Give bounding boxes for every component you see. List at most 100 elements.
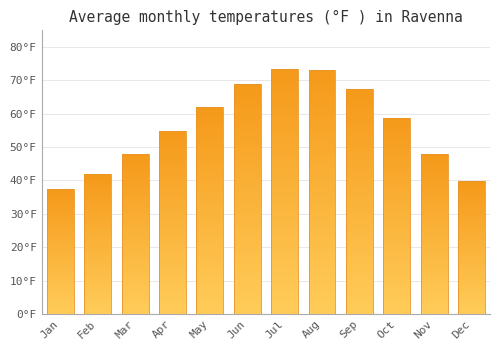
Bar	[458, 232, 485, 233]
Bar	[234, 206, 260, 208]
Bar	[420, 276, 448, 277]
Bar	[47, 283, 74, 284]
Bar	[47, 194, 74, 195]
Bar	[420, 293, 448, 295]
Bar	[159, 138, 186, 140]
Bar	[420, 205, 448, 207]
Bar	[271, 265, 298, 267]
Bar	[346, 251, 373, 253]
Bar	[159, 186, 186, 188]
Bar	[420, 209, 448, 210]
Bar	[84, 234, 111, 236]
Bar	[84, 199, 111, 201]
Bar	[47, 219, 74, 220]
Bar	[234, 305, 260, 307]
Bar	[84, 188, 111, 189]
Bar	[346, 274, 373, 276]
Bar	[159, 250, 186, 252]
Bar	[122, 167, 148, 169]
Bar	[384, 224, 410, 226]
Bar	[159, 226, 186, 228]
Bar	[84, 248, 111, 250]
Bar	[47, 240, 74, 241]
Bar	[196, 298, 224, 300]
Bar	[47, 244, 74, 245]
Bar	[84, 236, 111, 237]
Bar	[458, 282, 485, 284]
Bar	[420, 261, 448, 263]
Bar	[346, 96, 373, 98]
Bar	[271, 231, 298, 233]
Bar	[458, 300, 485, 301]
Bar	[196, 144, 224, 146]
Bar	[271, 221, 298, 224]
Bar	[458, 258, 485, 260]
Bar	[308, 209, 336, 212]
Bar	[384, 259, 410, 261]
Bar	[271, 153, 298, 155]
Bar	[458, 310, 485, 312]
Bar	[196, 130, 224, 132]
Bar	[47, 304, 74, 305]
Bar	[47, 241, 74, 243]
Bar	[234, 277, 260, 280]
Bar	[420, 285, 448, 287]
Bar	[159, 171, 186, 173]
Bar	[234, 194, 260, 197]
Bar	[271, 194, 298, 197]
Bar	[458, 254, 485, 256]
Bar	[84, 192, 111, 194]
Bar	[234, 291, 260, 293]
Bar	[271, 226, 298, 229]
Bar	[84, 175, 111, 177]
Bar	[308, 139, 336, 141]
Bar	[384, 290, 410, 292]
Bar	[159, 200, 186, 202]
Bar	[84, 177, 111, 178]
Bar	[122, 308, 148, 309]
Bar	[271, 307, 298, 309]
Bar	[458, 238, 485, 240]
Bar	[384, 130, 410, 131]
Bar	[196, 291, 224, 293]
Bar	[196, 248, 224, 250]
Bar	[308, 226, 336, 229]
Bar	[271, 233, 298, 236]
Bar	[420, 306, 448, 308]
Bar	[384, 202, 410, 204]
Bar	[122, 194, 148, 196]
Bar	[384, 281, 410, 282]
Bar	[84, 296, 111, 297]
Bar	[234, 146, 260, 148]
Bar	[346, 312, 373, 314]
Bar	[271, 101, 298, 104]
Bar	[346, 256, 373, 258]
Bar	[271, 123, 298, 126]
Bar	[458, 286, 485, 287]
Bar	[47, 237, 74, 238]
Bar	[384, 188, 410, 190]
Bar	[346, 110, 373, 112]
Bar	[458, 234, 485, 236]
Bar	[159, 243, 186, 244]
Bar	[384, 155, 410, 157]
Bar	[196, 111, 224, 113]
Bar	[159, 288, 186, 290]
Bar	[159, 151, 186, 153]
Bar	[346, 91, 373, 94]
Bar	[384, 204, 410, 206]
Bar	[271, 131, 298, 133]
Bar	[84, 250, 111, 251]
Bar	[84, 230, 111, 231]
Bar	[346, 184, 373, 186]
Bar	[47, 204, 74, 205]
Bar	[234, 134, 260, 137]
Bar	[308, 287, 336, 290]
Bar	[458, 204, 485, 205]
Bar	[122, 273, 148, 274]
Bar	[458, 309, 485, 310]
Bar	[346, 112, 373, 114]
Bar	[346, 226, 373, 229]
Bar	[84, 237, 111, 238]
Bar	[420, 277, 448, 279]
